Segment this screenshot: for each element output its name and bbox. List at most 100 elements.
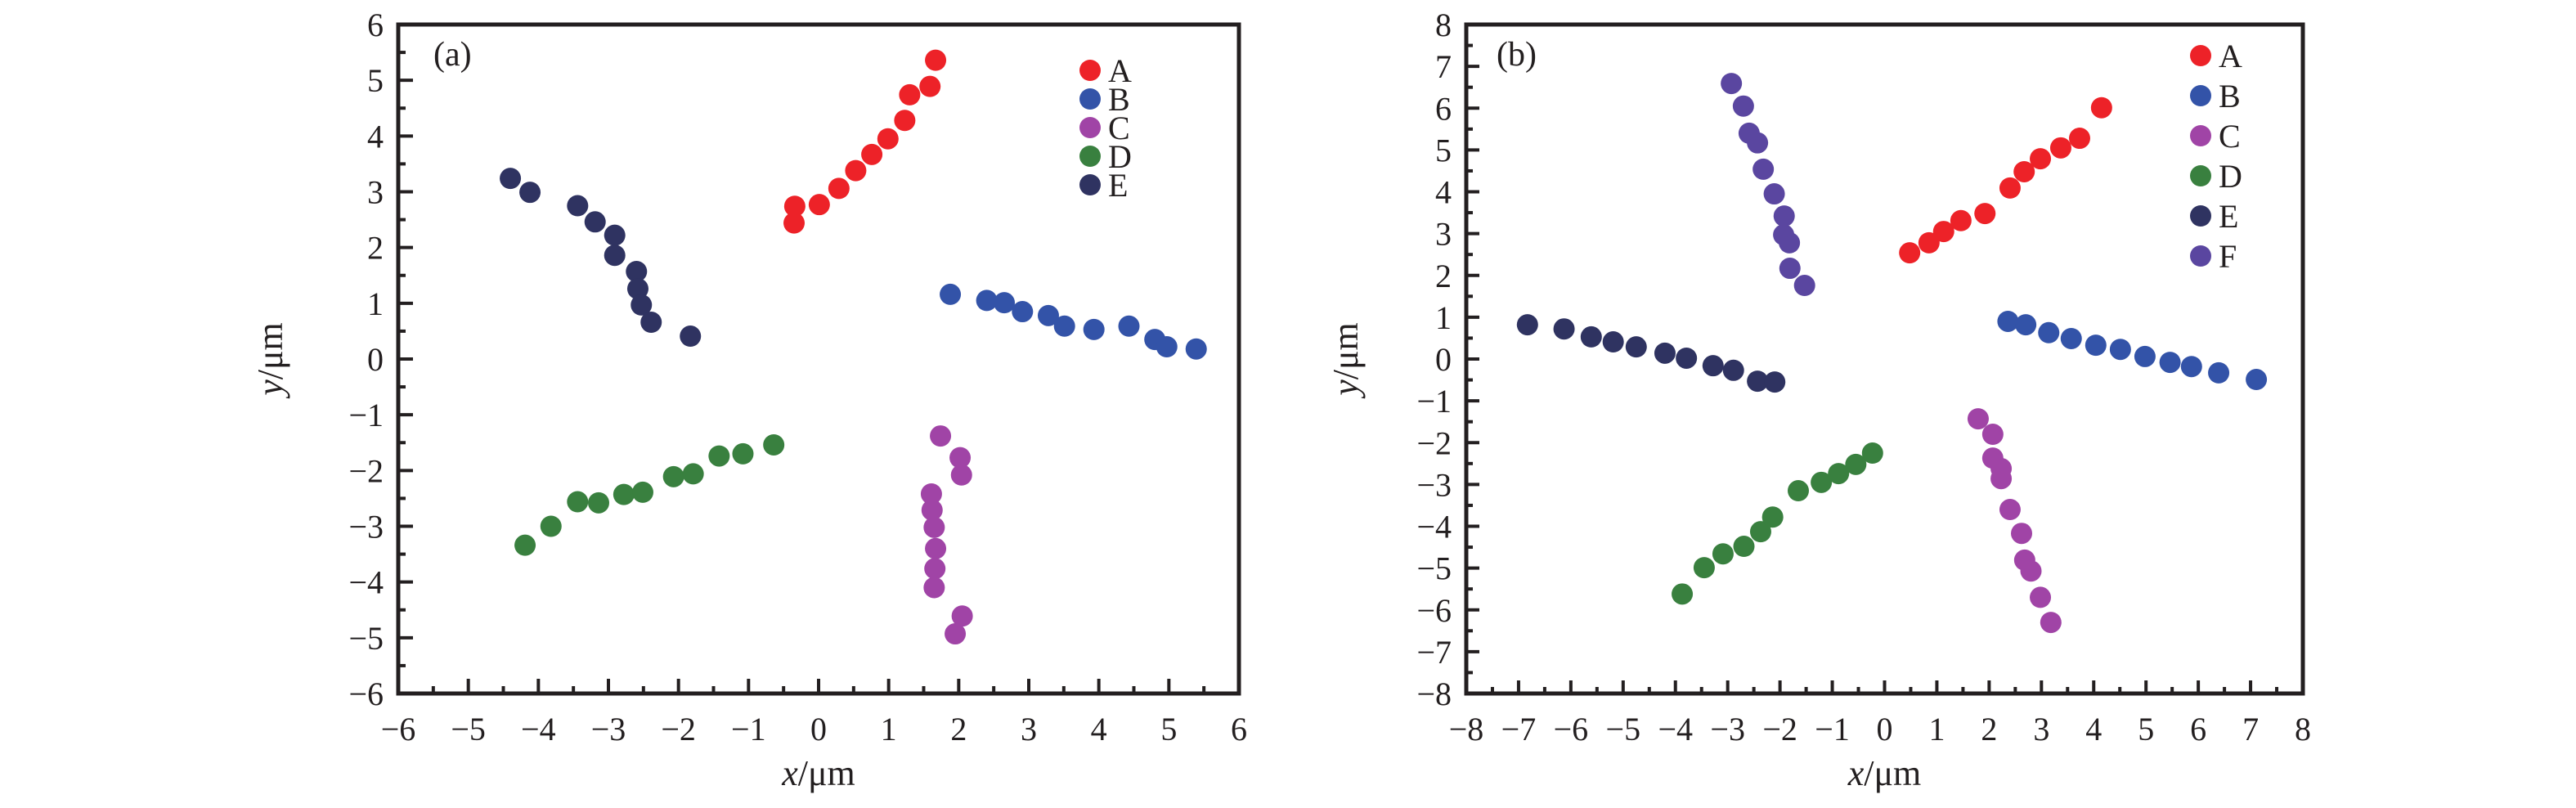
- legend-marker-E: [1079, 174, 1101, 195]
- x-tick-label: 7: [2242, 711, 2259, 747]
- point-C-4: [1990, 468, 2013, 490]
- point-C-6: [925, 537, 947, 559]
- legend-marker-D: [1079, 146, 1101, 167]
- point-C-6: [2011, 523, 2033, 545]
- point-F-4: [1752, 158, 1775, 180]
- x-tick-label: 6: [2190, 711, 2206, 747]
- point-A-10: [2090, 97, 2112, 119]
- point-D-5: [1761, 506, 1784, 528]
- y-tick-label: 5: [367, 62, 384, 99]
- point-C-7: [924, 558, 946, 580]
- point-A-10: [925, 49, 947, 71]
- point-E-3: [584, 211, 606, 233]
- x-tick-label: −6: [381, 711, 416, 747]
- y-tick-label: 4: [1435, 174, 1452, 211]
- point-C-5: [1999, 499, 2021, 521]
- legend-marker-A: [2190, 45, 2211, 66]
- y-tick-label: −5: [1416, 550, 1452, 587]
- point-E-4: [604, 224, 626, 246]
- point-F-8: [1779, 231, 1801, 254]
- x-tick-label: 2: [950, 711, 967, 747]
- point-C-0: [1967, 408, 1989, 430]
- legend-marker-B: [1079, 88, 1101, 110]
- x-tick-label: 3: [1021, 711, 1037, 747]
- point-D-7: [1811, 471, 1833, 493]
- point-E-0: [500, 168, 522, 190]
- point-C-10: [2040, 612, 2062, 634]
- point-E-7: [1702, 355, 1724, 377]
- x-tick-label: −3: [1710, 711, 1745, 747]
- x-tick-label: 3: [2033, 711, 2049, 747]
- point-D-1: [1693, 557, 1715, 579]
- point-F-5: [1763, 183, 1785, 205]
- point-A-4: [1974, 203, 1996, 225]
- point-D-4: [613, 483, 635, 505]
- legend-marker-E: [2190, 205, 2211, 227]
- point-A-8: [899, 83, 921, 105]
- x-tick-label: −7: [1501, 711, 1537, 747]
- legend-label-E: E: [2219, 198, 2238, 235]
- point-E-5: [604, 245, 626, 267]
- point-D-1: [540, 515, 562, 537]
- point-B-3: [2060, 327, 2082, 349]
- legend-label-D: D: [2219, 158, 2242, 195]
- point-A-1: [1918, 231, 1940, 254]
- x-tick-label: 8: [2295, 711, 2311, 747]
- point-A-7: [894, 110, 916, 132]
- x-axis-variable: x: [1847, 753, 1865, 793]
- y-tick-label: −8: [1416, 676, 1452, 712]
- point-B-6: [1083, 318, 1105, 340]
- point-D-7: [682, 463, 704, 485]
- y-axis-title: y/μm: [250, 322, 290, 399]
- point-B-10: [2246, 369, 2268, 391]
- point-C-1: [1981, 424, 2004, 446]
- y-axis-variable: y: [250, 379, 290, 399]
- y-tick-label: 3: [367, 174, 384, 211]
- point-D-2: [1712, 543, 1734, 565]
- x-tick-label: −3: [591, 711, 626, 747]
- x-axis-unit: /μm: [798, 753, 855, 793]
- point-C-0: [930, 425, 952, 447]
- point-D-10: [1861, 442, 1883, 465]
- point-E-7: [626, 278, 648, 300]
- point-E-5: [1654, 342, 1676, 364]
- y-tick-label: −4: [348, 564, 384, 601]
- y-tick-label: −1: [348, 397, 384, 433]
- point-E-8: [631, 294, 653, 316]
- point-A-5: [1999, 177, 2021, 199]
- series-F: [1721, 73, 1815, 297]
- point-B-7: [2159, 352, 2181, 374]
- legend-label-B: B: [2219, 78, 2241, 114]
- point-F-0: [1721, 73, 1743, 95]
- legend-marker-A: [1079, 60, 1101, 81]
- point-E-9: [640, 312, 662, 334]
- y-tick-label: 6: [367, 7, 384, 43]
- point-A-9: [2068, 128, 2090, 150]
- point-B-4: [2085, 334, 2107, 357]
- point-B-10: [1185, 338, 1207, 360]
- point-F-1: [1732, 95, 1754, 117]
- point-D-9: [1845, 453, 1867, 475]
- series-D: [514, 433, 785, 556]
- point-B-0: [940, 283, 962, 305]
- x-tick-label: −6: [1554, 711, 1589, 747]
- point-A-4: [845, 159, 867, 182]
- y-axis-variable: y: [1326, 379, 1366, 399]
- point-E-10: [1764, 371, 1786, 393]
- x-tick-label: −4: [521, 711, 556, 747]
- legend-label-A: A: [2219, 38, 2242, 74]
- legend-label-C: C: [2219, 118, 2241, 155]
- point-E-4: [1625, 336, 1647, 358]
- x-tick-label: −2: [661, 711, 696, 747]
- point-C-3: [920, 483, 942, 505]
- point-D-2: [567, 491, 589, 513]
- point-B-9: [2208, 361, 2230, 384]
- point-F-9: [1779, 258, 1801, 280]
- y-tick-label: −3: [348, 509, 384, 545]
- point-D-0: [1672, 583, 1694, 605]
- point-C-8: [2020, 560, 2042, 582]
- point-B-0: [1997, 310, 2019, 332]
- point-A-2: [808, 194, 830, 216]
- point-A-6: [2013, 160, 2035, 182]
